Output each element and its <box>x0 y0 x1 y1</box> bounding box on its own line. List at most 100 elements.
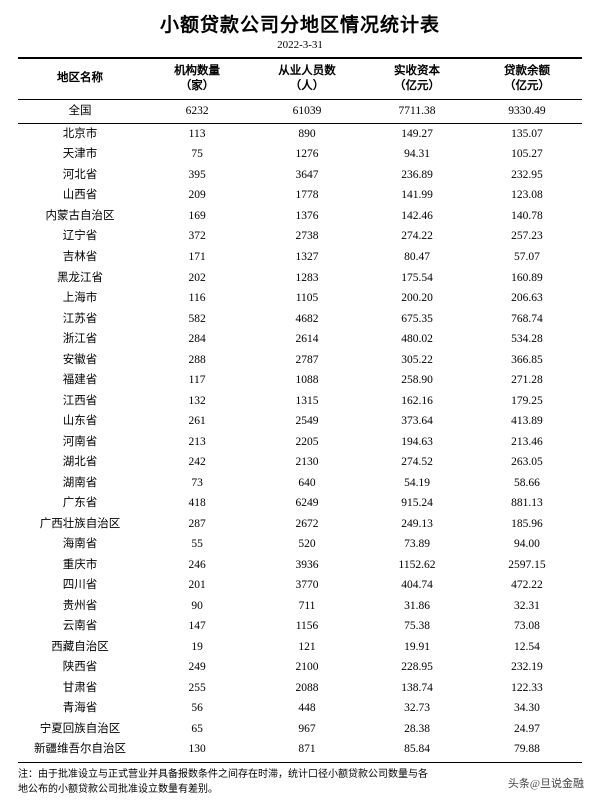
table-row: 江西省1321315162.16179.25 <box>18 391 582 412</box>
watermark: 头条@旦说金融 <box>506 774 586 792</box>
cell-region: 宁夏回族自治区 <box>18 719 142 740</box>
cell-value: 73.08 <box>472 617 582 638</box>
table-header-row: 地区名称 机构数量（家） 从业人员数（人） 实收资本（亿元） 贷款余额（亿元） <box>18 58 582 99</box>
cell-value: 113 <box>142 124 252 145</box>
cell-value: 75.38 <box>362 617 472 638</box>
cell-value: 257.23 <box>472 227 582 248</box>
cell-value: 6249 <box>252 494 362 515</box>
cell-value: 373.64 <box>362 412 472 433</box>
cell-value: 3936 <box>252 555 362 576</box>
cell-value: 2100 <box>252 658 362 679</box>
cell-value: 80.47 <box>362 247 472 268</box>
table-row: 全国6232610397711.389330.49 <box>18 99 582 124</box>
cell-value: 255 <box>142 678 252 699</box>
cell-value: 135.07 <box>472 124 582 145</box>
cell-value: 404.74 <box>362 576 472 597</box>
cell-value: 185.96 <box>472 514 582 535</box>
cell-region: 河北省 <box>18 165 142 186</box>
table-row: 浙江省2842614480.02534.28 <box>18 330 582 351</box>
cell-value: 3647 <box>252 165 362 186</box>
cell-value: 138.74 <box>362 678 472 699</box>
cell-value: 2597.15 <box>472 555 582 576</box>
table-row: 新疆维吾尔自治区13087185.8479.88 <box>18 740 582 763</box>
table-row: 河北省3953647236.89232.95 <box>18 165 582 186</box>
cell-value: 366.85 <box>472 350 582 371</box>
cell-value: 228.95 <box>362 658 472 679</box>
cell-value: 169 <box>142 206 252 227</box>
table-row: 内蒙古自治区1691376142.46140.78 <box>18 206 582 227</box>
cell-value: 2549 <box>252 412 362 433</box>
cell-value: 1276 <box>252 145 362 166</box>
cell-value: 121 <box>252 637 362 658</box>
cell-value: 94.00 <box>472 535 582 556</box>
cell-region: 辽宁省 <box>18 227 142 248</box>
cell-value: 147 <box>142 617 252 638</box>
cell-value: 1152.62 <box>362 555 472 576</box>
col-header-employees: 从业人员数（人） <box>252 58 362 99</box>
cell-value: 160.89 <box>472 268 582 289</box>
cell-value: 395 <box>142 165 252 186</box>
cell-value: 54.19 <box>362 473 472 494</box>
cell-value: 79.88 <box>472 740 582 763</box>
cell-value: 73 <box>142 473 252 494</box>
cell-region: 广西壮族自治区 <box>18 514 142 535</box>
cell-value: 271.28 <box>472 371 582 392</box>
cell-value: 232.95 <box>472 165 582 186</box>
table-row: 福建省1171088258.90271.28 <box>18 371 582 392</box>
cell-value: 117 <box>142 371 252 392</box>
cell-region: 青海省 <box>18 699 142 720</box>
cell-value: 75 <box>142 145 252 166</box>
cell-value: 12.54 <box>472 637 582 658</box>
cell-value: 305.22 <box>362 350 472 371</box>
cell-value: 258.90 <box>362 371 472 392</box>
table-row: 天津市75127694.31105.27 <box>18 145 582 166</box>
cell-value: 34.30 <box>472 699 582 720</box>
cell-value: 149.27 <box>362 124 472 145</box>
cell-value: 274.22 <box>362 227 472 248</box>
table-row: 重庆市24639361152.622597.15 <box>18 555 582 576</box>
cell-value: 287 <box>142 514 252 535</box>
cell-value: 915.24 <box>362 494 472 515</box>
cell-value: 534.28 <box>472 330 582 351</box>
cell-value: 73.89 <box>362 535 472 556</box>
cell-value: 242 <box>142 453 252 474</box>
table-row: 湖南省7364054.1958.66 <box>18 473 582 494</box>
report-date: 2022-3-31 <box>18 39 582 51</box>
cell-region: 江西省 <box>18 391 142 412</box>
cell-value: 4682 <box>252 309 362 330</box>
cell-region: 广东省 <box>18 494 142 515</box>
col-header-region: 地区名称 <box>18 58 142 99</box>
cell-value: 274.52 <box>362 453 472 474</box>
table-row: 北京市113890149.27135.07 <box>18 124 582 145</box>
cell-value: 141.99 <box>362 186 472 207</box>
table-row: 吉林省171132780.4757.07 <box>18 247 582 268</box>
cell-value: 94.31 <box>362 145 472 166</box>
cell-value: 19 <box>142 637 252 658</box>
cell-value: 2205 <box>252 432 362 453</box>
cell-region: 河南省 <box>18 432 142 453</box>
cell-value: 871 <box>252 740 362 763</box>
cell-region: 甘肃省 <box>18 678 142 699</box>
cell-value: 130 <box>142 740 252 763</box>
cell-region: 海南省 <box>18 535 142 556</box>
cell-value: 288 <box>142 350 252 371</box>
cell-value: 56 <box>142 699 252 720</box>
cell-value: 7711.38 <box>362 99 472 124</box>
cell-region: 浙江省 <box>18 330 142 351</box>
cell-value: 1376 <box>252 206 362 227</box>
cell-value: 175.54 <box>362 268 472 289</box>
cell-region: 北京市 <box>18 124 142 145</box>
table-row: 四川省2013770404.74472.22 <box>18 576 582 597</box>
cell-region: 江苏省 <box>18 309 142 330</box>
cell-value: 132 <box>142 391 252 412</box>
cell-value: 90 <box>142 596 252 617</box>
cell-region: 吉林省 <box>18 247 142 268</box>
cell-value: 201 <box>142 576 252 597</box>
cell-region: 四川省 <box>18 576 142 597</box>
data-table: 地区名称 机构数量（家） 从业人员数（人） 实收资本（亿元） 贷款余额（亿元） … <box>18 57 582 763</box>
cell-value: 57.07 <box>472 247 582 268</box>
cell-value: 31.86 <box>362 596 472 617</box>
table-row: 山东省2612549373.64413.89 <box>18 412 582 433</box>
cell-value: 6232 <box>142 99 252 124</box>
table-row: 云南省147115675.3873.08 <box>18 617 582 638</box>
